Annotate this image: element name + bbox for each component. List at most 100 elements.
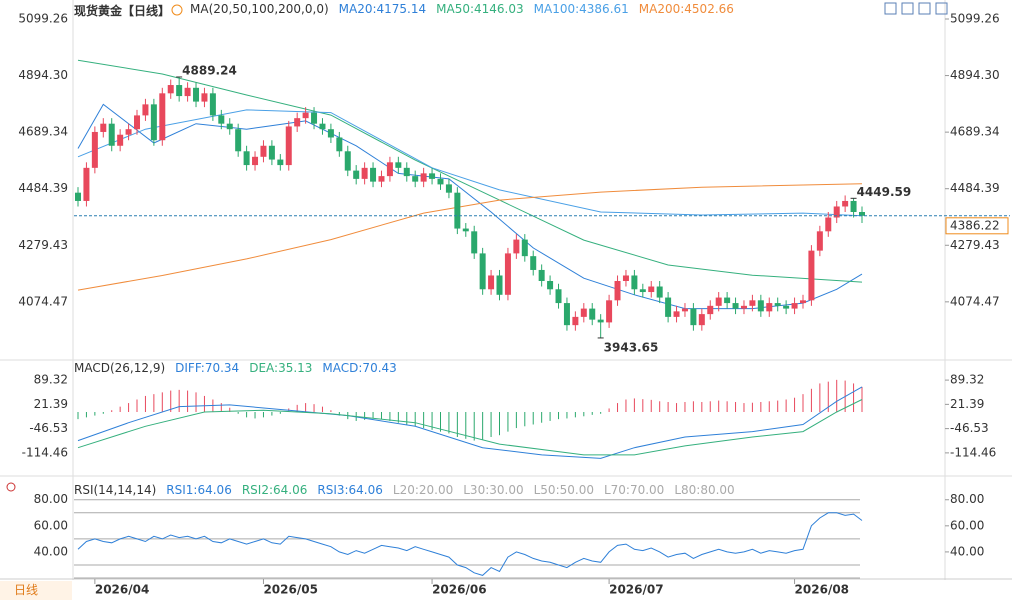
legend-entry: RSI2:64.06 xyxy=(241,483,308,497)
candle-body xyxy=(91,131,98,168)
icon-button[interactable] xyxy=(884,2,897,15)
y-tick-label: -46.53 xyxy=(950,421,989,435)
ma-line xyxy=(77,103,863,310)
candle-body xyxy=(378,176,385,182)
candle-body xyxy=(530,256,537,270)
x-tick-label: 2026/07 xyxy=(609,583,663,597)
legend-entry: RSI3:64.06 xyxy=(317,483,383,497)
candle-body xyxy=(563,303,570,326)
icon-button[interactable] xyxy=(901,2,914,15)
candle-body xyxy=(176,85,183,97)
candle-body xyxy=(344,151,351,171)
candle-body xyxy=(572,316,579,326)
legend-entry: MA50:4146.03 xyxy=(436,2,524,16)
candle-body xyxy=(243,151,250,166)
candle-body xyxy=(167,85,174,94)
candle-body xyxy=(538,269,545,281)
candle-body xyxy=(555,289,562,304)
y-tick-label: 4279.43 xyxy=(950,238,1000,252)
y-tick-label: 4484.39 xyxy=(18,181,68,195)
legend-entry: MACD:70.43 xyxy=(322,361,397,375)
timeframe-button[interactable]: 日线 xyxy=(0,581,72,600)
candle-body xyxy=(648,286,655,293)
candle-body xyxy=(437,178,444,185)
x-tick-label: 2026/05 xyxy=(263,583,317,597)
y-tick-label: 5099.26 xyxy=(18,12,68,26)
candle-body xyxy=(150,104,157,141)
rsi-legend: RSI(14,14,14) RSI1:64.06 RSI2:64.06 RSI3:6… xyxy=(74,483,735,497)
y-tick-label: 4074.47 xyxy=(950,294,1000,308)
legend-entry: L80:80.00 xyxy=(674,483,735,497)
candle-body xyxy=(622,275,629,281)
icon-button[interactable] xyxy=(935,2,948,15)
candle-body xyxy=(159,93,166,141)
candle-body xyxy=(403,167,410,177)
candle-body xyxy=(724,297,731,304)
y-tick-label: 4894.30 xyxy=(950,68,1000,82)
candle-body xyxy=(370,167,377,182)
y-tick-label: 60.00 xyxy=(950,518,984,532)
toggle-icon[interactable] xyxy=(171,4,183,16)
candle-body xyxy=(218,115,225,124)
candle-body xyxy=(184,87,191,97)
candle-body xyxy=(429,173,436,179)
ma-line xyxy=(77,59,863,283)
indicator: MA(20,50,100,200,0,0) xyxy=(190,2,329,16)
candle-body xyxy=(656,286,663,298)
y-tick-label: 40.00 xyxy=(950,544,984,558)
candle-body xyxy=(665,297,672,317)
macd-line xyxy=(77,399,863,456)
y-tick-label: 89.32 xyxy=(950,373,984,387)
candle-body xyxy=(631,275,638,290)
candle-body xyxy=(521,239,528,257)
candle-body xyxy=(386,162,393,177)
ma-line xyxy=(77,183,863,291)
candle-body xyxy=(361,167,368,179)
y-tick-label: 4689.34 xyxy=(950,125,1000,139)
y-tick-label: 40.00 xyxy=(34,544,68,558)
candle-body xyxy=(235,129,242,152)
candle-body xyxy=(353,170,360,179)
candle-body xyxy=(311,112,318,124)
y-tick-label: 5099.26 xyxy=(950,12,1000,26)
candle-body xyxy=(142,104,149,116)
main-legend: 现货黄金【日线】 MA(20,50,100,200,0,0) MA20:4175… xyxy=(74,2,734,19)
candle-body xyxy=(209,93,216,116)
candle-body xyxy=(488,275,495,290)
candle-body xyxy=(825,217,832,232)
legend-entry: L30:30.00 xyxy=(463,483,524,497)
legend-entry: MA20:4175.14 xyxy=(338,2,427,16)
candle-body xyxy=(445,184,452,193)
candle-body xyxy=(740,305,747,309)
candle-body xyxy=(336,137,343,152)
y-tick-label: 21.39 xyxy=(34,397,68,411)
candle-body xyxy=(606,300,613,323)
candle-body xyxy=(319,123,326,130)
y-tick-label: 80.00 xyxy=(950,492,984,506)
y-tick-label: 80.00 xyxy=(34,492,68,506)
candle-body xyxy=(193,87,200,102)
last-price-label: 4386.22 xyxy=(950,218,1000,232)
y-tick-label: 4689.34 xyxy=(18,125,68,139)
legend-entry: DIFF:70.34 xyxy=(175,361,240,375)
icon-button[interactable] xyxy=(918,2,931,15)
macd-line xyxy=(77,386,863,459)
candle-body xyxy=(395,162,402,168)
settings-icon[interactable] xyxy=(6,482,16,492)
candle-body xyxy=(690,308,697,326)
candle-body xyxy=(294,118,301,127)
candle-body xyxy=(454,192,461,229)
candle-body xyxy=(715,297,722,306)
candle-body xyxy=(842,200,849,207)
candle-body xyxy=(302,112,309,119)
annotation-label: 4449.59 xyxy=(857,185,912,199)
candle-body xyxy=(808,250,815,301)
candle-body xyxy=(108,123,115,146)
candle-body xyxy=(226,123,233,130)
x-tick-label: 2026/04 xyxy=(95,583,149,597)
candle-body xyxy=(850,200,857,212)
y-tick-label: 60.00 xyxy=(34,518,68,532)
candle-body xyxy=(698,314,705,326)
candle-body xyxy=(673,311,680,317)
